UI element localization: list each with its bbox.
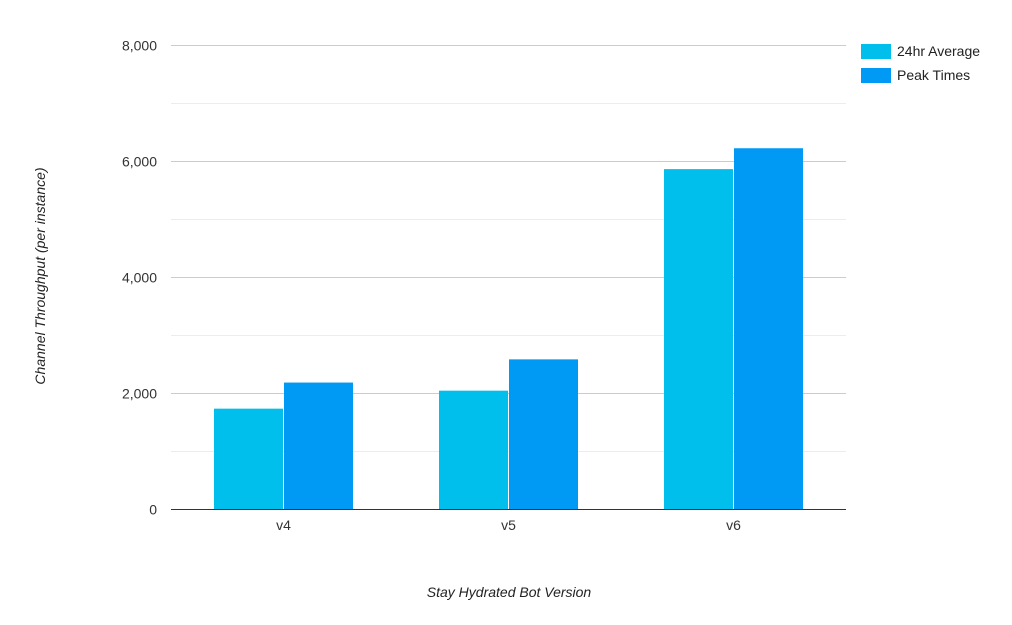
gridlines (171, 45, 846, 452)
x-tick-label: v5 (501, 517, 516, 533)
legend-swatch (861, 44, 891, 59)
y-axis-title: Channel Throughput (per instance) (32, 167, 48, 384)
legend-swatch (861, 68, 891, 83)
x-tick-label: v6 (726, 517, 741, 533)
x-axis-title: Stay Hydrated Bot Version (427, 584, 592, 600)
bar (284, 382, 353, 509)
bar (439, 390, 508, 509)
y-tick-label: 6,000 (122, 154, 157, 170)
y-tick-label: 8,000 (122, 38, 157, 54)
bar (664, 169, 733, 509)
legend-label: Peak Times (897, 67, 970, 83)
bar (509, 359, 578, 509)
y-axis-ticks: 0 2,000 4,000 6,000 8,000 (122, 38, 157, 518)
x-tick-label: v4 (276, 517, 291, 533)
y-tick-label: 2,000 (122, 386, 157, 402)
y-tick-label: 0 (149, 502, 157, 518)
legend-label: 24hr Average (897, 43, 980, 59)
x-axis-ticks: v4 v5 v6 (276, 517, 741, 533)
bar (214, 408, 283, 509)
bar (734, 148, 803, 510)
y-tick-label: 4,000 (122, 270, 157, 286)
legend: 24hr Average Peak Times (861, 43, 980, 83)
bars (214, 148, 803, 510)
